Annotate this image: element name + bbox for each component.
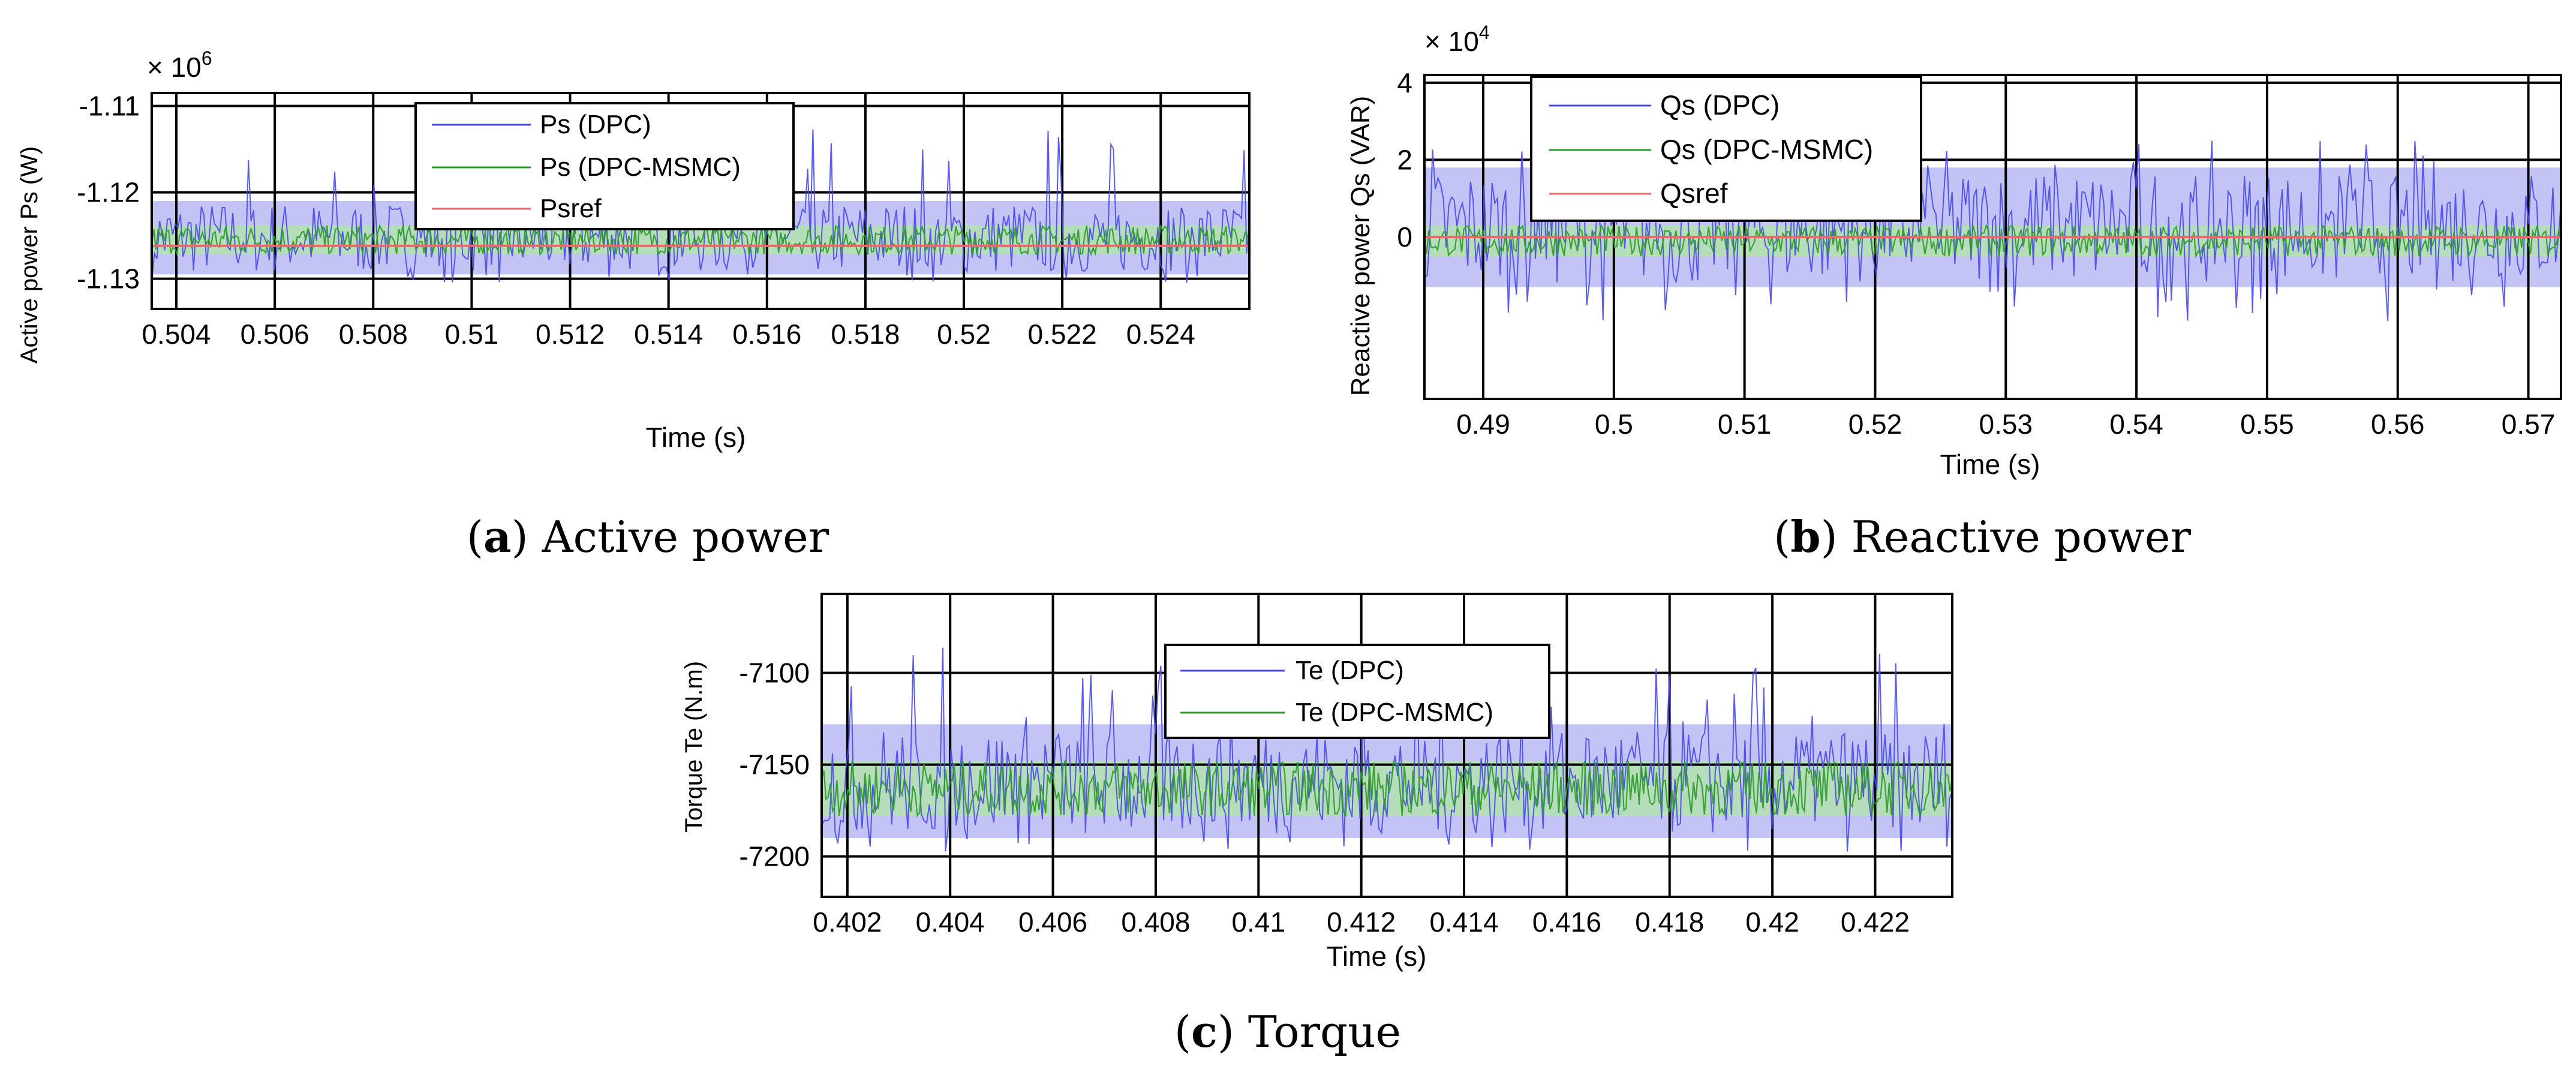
legend-box	[1164, 644, 1550, 739]
x-tick-label: 0.51	[1718, 409, 1772, 440]
x-tick-label: 0.57	[2502, 409, 2556, 440]
caption-b: (b) Reactive power	[1774, 511, 2191, 562]
x-axis-label: Time (s)	[1940, 449, 2040, 480]
x-tick-label: 0.52	[937, 319, 991, 350]
legend-entry: Qs (DPC)	[1660, 89, 1780, 121]
caption-c: (c) Torque	[1174, 1006, 1401, 1057]
x-tick-label: 0.512	[536, 319, 605, 350]
x-tick-label: 0.522	[1028, 319, 1097, 350]
x-axis-label: Time (s)	[1327, 941, 1427, 972]
legend: Te (DPC) Te (DPC-MSMC)	[1164, 644, 1550, 739]
x-tick-label: 0.52	[1848, 409, 1902, 440]
x-tick-label: 0.54	[2109, 409, 2163, 440]
legend-entry: Psref	[540, 194, 602, 223]
chart-torque: 0.402 0.404 0.406 0.408 0.41 0.412 0.414 0.416 0…	[681, 593, 1953, 972]
x-tick-label: 0.504	[142, 319, 211, 350]
chart-reactive-power: 0.49 0.5 0.51 0.52 0.53 0.54 0.55 0.56 0.57 024 …	[1346, 22, 2562, 480]
legend: Ps (DPC) Ps (DPC-MSMC) Psref	[414, 102, 795, 230]
y-axis-label: Torque Te (N.m)	[681, 661, 707, 833]
y-tick-label: 0	[1397, 221, 1412, 253]
x-tick-label: 0.56	[2371, 409, 2425, 440]
y-tick-label: -1.13	[77, 263, 140, 295]
legend: Qs (DPC) Qs (DPC-MSMC) Qsref	[1530, 76, 1922, 222]
x-tick-label: 0.412	[1327, 906, 1396, 938]
legend-box	[1530, 76, 1922, 222]
legend-entry: Ps (DPC-MSMC)	[540, 152, 741, 182]
y-axis-exponent: × 104	[1424, 22, 1490, 57]
x-tick-label: 0.518	[831, 319, 900, 350]
x-axis-label: Time (s)	[646, 422, 746, 453]
x-tick-label: 0.51	[445, 319, 499, 350]
x-tick-label: 0.408	[1121, 906, 1190, 938]
x-tick-label: 0.418	[1635, 906, 1704, 938]
y-tick-label: -1.12	[77, 177, 140, 208]
series-msmc-trace	[820, 758, 1953, 818]
x-tick-label: 0.404	[916, 906, 985, 938]
x-tick-label: 0.53	[1979, 409, 2033, 440]
legend-entry: Qsref	[1660, 178, 1728, 209]
x-tick-label: 0.516	[732, 319, 801, 350]
x-tick-label: 0.5	[1595, 409, 1633, 440]
y-tick-label: 2	[1397, 144, 1412, 175]
legend-entry: Ps (DPC)	[540, 110, 651, 139]
y-axis-label: Reactive power Qs (VAR)	[1346, 96, 1375, 396]
series-dpc-trace	[821, 647, 1953, 852]
x-tick-label: 0.416	[1532, 906, 1601, 938]
x-tick-label: 0.422	[1841, 906, 1910, 938]
x-tick-label: 0.41	[1232, 906, 1286, 938]
plot-frame	[1423, 74, 2562, 400]
y-tick-label: -7100	[739, 657, 810, 689]
legend-entry: Te (DPC)	[1295, 656, 1404, 685]
plot-frame	[820, 593, 1953, 898]
x-tick-label: 0.524	[1126, 319, 1195, 350]
y-tick-label: -7150	[739, 749, 810, 780]
x-tick-label: 0.55	[2240, 409, 2294, 440]
x-tick-label: 0.414	[1429, 906, 1498, 938]
x-tick-label: 0.514	[634, 319, 703, 350]
plot-frame	[151, 92, 1251, 310]
y-axis-exponent: × 106	[147, 47, 212, 83]
legend-entry: Te (DPC-MSMC)	[1295, 698, 1493, 727]
legend-entry: Qs (DPC-MSMC)	[1660, 134, 1873, 165]
chart-active-power: 0.504 0.506 0.508 0.51 0.512 0.514 0.516 0.518 0…	[16, 47, 1251, 453]
y-tick-label: -1.11	[79, 91, 140, 122]
x-tick-label: 0.508	[339, 319, 408, 350]
caption-a: (a) Active power	[467, 511, 829, 562]
series-dpc-trace	[151, 128, 1250, 283]
x-tick-label: 0.49	[1456, 409, 1510, 440]
x-tick-label: 0.42	[1745, 906, 1799, 938]
x-tick-label: 0.506	[241, 319, 309, 350]
series-msmc-trace	[151, 223, 1251, 257]
y-axis-label: Active power Ps (W)	[16, 146, 43, 364]
x-tick-label: 0.406	[1018, 906, 1087, 938]
y-tick-label: -7200	[739, 841, 810, 872]
x-tick-label: 0.402	[813, 906, 882, 938]
y-tick-label: 4	[1397, 67, 1412, 98]
